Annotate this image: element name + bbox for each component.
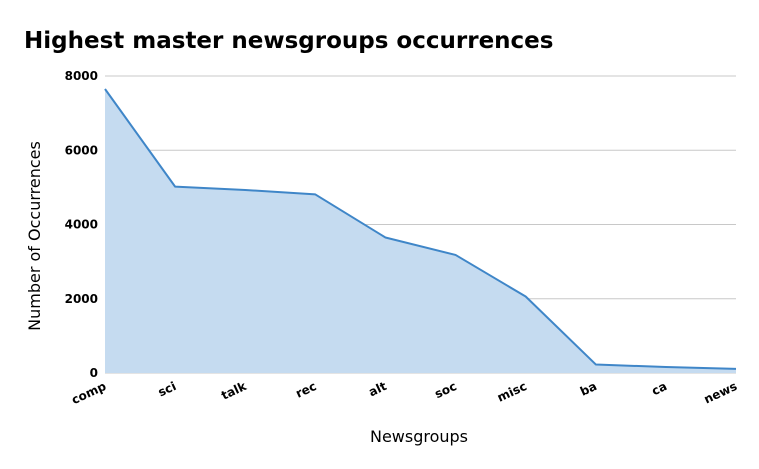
- x-tick-label: ca: [649, 379, 669, 398]
- y-axis-label: Number of Occurrences: [25, 141, 44, 331]
- y-axis-ticks: 0 2000 4000 6000 8000: [65, 69, 98, 380]
- x-axis-ticks: comp sci talk rec alt soc misc ba ca news: [69, 379, 739, 408]
- x-tick-label: sci: [156, 379, 179, 399]
- y-tick-label: 2000: [65, 292, 98, 306]
- chart-title: Highest master newsgroups occurrences: [24, 28, 553, 54]
- x-tick-label: comp: [69, 379, 108, 407]
- x-tick-label: alt: [367, 379, 389, 399]
- x-tick-label: news: [702, 379, 740, 406]
- area-fill: [105, 88, 736, 374]
- x-axis-label: Newsgroups: [370, 427, 468, 446]
- series-line: [104, 88, 737, 370]
- y-tick-label: 6000: [65, 143, 98, 157]
- y-tick-label: 4000: [65, 218, 98, 232]
- area-series: [104, 88, 737, 374]
- x-tick-label: soc: [433, 379, 459, 401]
- y-tick-label: 0: [90, 366, 98, 380]
- y-tick-label: 8000: [65, 69, 98, 83]
- x-tick-label: ba: [578, 379, 599, 399]
- x-tick-label: rec: [293, 379, 318, 401]
- x-tick-label: misc: [495, 379, 529, 405]
- x-tick-label: talk: [219, 379, 249, 403]
